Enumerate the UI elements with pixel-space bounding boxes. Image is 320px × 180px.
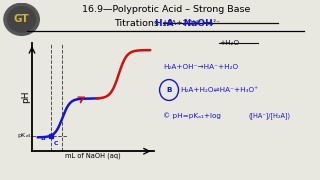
Text: © pH=pKₐ₁+log: © pH=pKₐ₁+log [163,112,221,119]
Text: 16.9—Polyprotic Acid – Strong Base: 16.9—Polyprotic Acid – Strong Base [82,4,251,14]
Text: ([HA⁻]/[H₂A]): ([HA⁻]/[H₂A]) [248,112,290,119]
Text: C: C [53,141,58,146]
Text: Titrations: Titrations [114,19,162,28]
Text: H₂A - NaOH: H₂A - NaOH [155,19,213,28]
Circle shape [4,3,39,35]
Circle shape [8,7,36,32]
Text: H₂A+H₂O⇌HA⁻+H₃O⁺: H₂A+H₂O⇌HA⁻+H₃O⁺ [180,87,259,93]
Text: H₂A+OH⁻→HA⁻+H₂O: H₂A+OH⁻→HA⁻+H₂O [163,64,238,70]
Text: +H₂O: +H₂O [219,40,239,46]
Text: GT: GT [14,14,29,24]
Y-axis label: pH: pH [22,91,31,104]
Text: B: B [166,87,172,93]
Text: H₂A+2OH⁻→A²⁻: H₂A+2OH⁻→A²⁻ [163,20,220,26]
X-axis label: mL of NaOH (aq): mL of NaOH (aq) [65,153,121,159]
Text: pK$_{a1}$: pK$_{a1}$ [17,131,32,140]
Text: B: B [40,136,45,141]
